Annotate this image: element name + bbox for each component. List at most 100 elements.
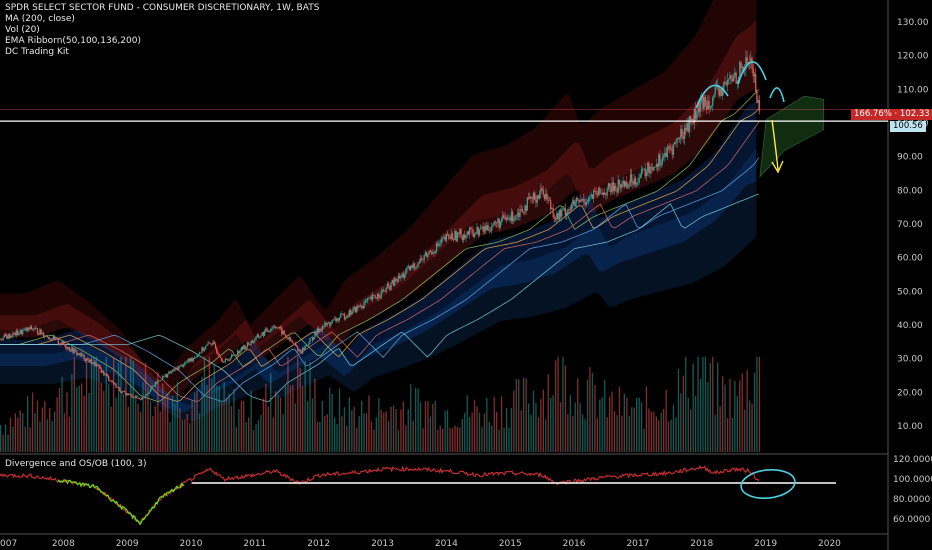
candle-body [473, 234, 476, 237]
candle-body [663, 156, 665, 158]
candle-body [214, 344, 217, 349]
candle-body [213, 341, 215, 345]
candle-body [626, 181, 628, 188]
candle-body [509, 217, 511, 221]
volume-bar [100, 382, 102, 452]
volume-bar [523, 377, 525, 452]
candle-body [424, 252, 427, 256]
candle-body [611, 182, 613, 193]
candle-body [61, 341, 63, 345]
candle-body [44, 336, 46, 338]
candle-body [494, 221, 497, 223]
candle-body [518, 213, 520, 217]
volume-bar [596, 418, 598, 452]
candle-body [273, 326, 276, 327]
candle-body [467, 231, 470, 235]
candle-body [266, 328, 268, 332]
volume-bar [513, 390, 515, 452]
candle-body [375, 297, 377, 299]
volume-bar [127, 406, 129, 452]
oscillator-oversold-segment [57, 479, 185, 526]
candle-body [153, 385, 155, 387]
volume-bar [159, 411, 161, 452]
candle-body [758, 100, 761, 112]
candle-body [70, 350, 72, 352]
candle-body [491, 226, 493, 231]
price-change-tag: 166.76% · 102.33 [851, 109, 932, 120]
volume-bar [147, 386, 149, 452]
candle-body [117, 387, 120, 388]
candle-body [71, 347, 73, 352]
candle-body [19, 329, 21, 334]
volume-bar [179, 408, 181, 452]
volume-bar [518, 379, 520, 452]
candle-body [356, 305, 358, 313]
candle-body [746, 57, 748, 64]
volume-bar [203, 357, 206, 452]
volume-bar [262, 398, 265, 452]
volume-bar [105, 356, 107, 452]
candle-body [234, 354, 236, 356]
volume-bar [675, 417, 677, 452]
volume-bar [383, 412, 385, 452]
price-tick-label: 80.00 [897, 186, 923, 196]
candle-body [281, 327, 283, 335]
candle-body [725, 82, 727, 85]
candle-body [460, 229, 462, 237]
volume-bar [724, 384, 726, 452]
volume-bar [631, 407, 633, 452]
volume-bar [591, 373, 594, 452]
volume-bar [137, 403, 139, 452]
volume-bar [154, 406, 156, 452]
candle-body [507, 217, 509, 219]
legend-ma: MA (200, close) [5, 14, 75, 24]
candle-body [126, 393, 128, 396]
candle-body [270, 329, 272, 332]
volume-bar [0, 425, 2, 452]
volume-bar [535, 402, 537, 452]
volume-bar [85, 358, 88, 452]
candle-body [451, 233, 454, 240]
candle-body [568, 209, 570, 210]
candle-body [297, 346, 299, 351]
candle-body [615, 185, 617, 189]
candle-body [516, 213, 519, 215]
candle-body [389, 285, 391, 290]
candle-body [745, 57, 747, 70]
volume-bar [270, 373, 272, 452]
volume-bar [672, 404, 675, 452]
candle-body [58, 343, 61, 345]
volume-bar [120, 356, 122, 452]
candle-body [67, 347, 69, 350]
candle-body [137, 397, 139, 399]
candle-body [485, 226, 487, 230]
price-tick-label: 30.00 [897, 355, 923, 365]
volume-bar [645, 386, 648, 452]
candle-body [416, 267, 418, 268]
legend-vol: Vol (20) [5, 25, 40, 35]
volume-bar [196, 390, 198, 452]
candle-body [293, 343, 295, 345]
candle-body [443, 237, 445, 239]
candle-body [185, 362, 187, 363]
candle-body [442, 238, 444, 240]
candle-body [12, 332, 14, 337]
candle-body [239, 351, 241, 354]
candle-body [529, 196, 531, 199]
volume-bar [739, 380, 741, 452]
volume-bar [663, 408, 665, 452]
candle-body [228, 360, 230, 361]
volume-bar [508, 427, 510, 452]
price-tick-label: 20.00 [897, 388, 923, 398]
candle-body [260, 335, 262, 337]
candle-body [66, 347, 68, 350]
candle-body [699, 100, 702, 112]
volume-bar [189, 422, 191, 452]
volume-bar [380, 409, 382, 452]
candle-body [206, 344, 208, 346]
volume-bar [68, 416, 71, 452]
candle-body [55, 338, 57, 339]
candle-body [685, 128, 687, 131]
volume-bar [731, 417, 734, 452]
